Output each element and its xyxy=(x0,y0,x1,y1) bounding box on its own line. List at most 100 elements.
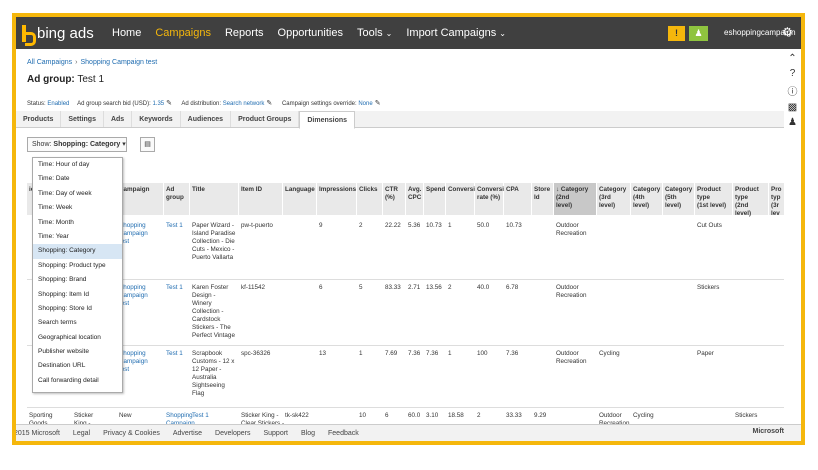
column-header[interactable]: Title xyxy=(190,183,239,215)
pencil-icon[interactable]: ✎ xyxy=(266,100,273,107)
table-cell: 18.58 xyxy=(448,412,464,419)
nav-opportunities[interactable]: Opportunities xyxy=(277,27,343,39)
tab-products[interactable]: Products xyxy=(16,111,62,127)
info-icon[interactable]: ⓘ xyxy=(787,87,798,98)
footer-link[interactable]: Advertise xyxy=(172,429,203,437)
dropdown-option[interactable]: Time: Hour of day xyxy=(38,161,90,168)
override-value[interactable]: None xyxy=(358,101,373,107)
table-cell: Paper Wizard - Island Paradise Collectio… xyxy=(192,222,236,261)
column-header[interactable]: Product type (2nd level) xyxy=(733,183,769,217)
column-header[interactable]: Store Id xyxy=(532,183,554,215)
column-header[interactable]: Item ID xyxy=(239,183,283,215)
help-icon[interactable]: ? xyxy=(789,68,796,79)
dropdown-option[interactable]: Shopping: Product type xyxy=(38,261,106,269)
table-cell-link[interactable]: Test 1 xyxy=(192,412,209,419)
person-icon[interactable]: ♟ xyxy=(689,26,708,41)
dropdown-option[interactable]: Shopping: Store Id xyxy=(38,304,92,312)
dropdown-option[interactable]: Time: Year xyxy=(38,232,69,240)
alert-icon[interactable]: ! xyxy=(668,26,685,41)
column-header[interactable]: CTR (%) xyxy=(383,183,406,215)
footer-link[interactable]: Privacy & Cookies xyxy=(103,429,160,437)
pencil-icon[interactable]: ✎ xyxy=(374,100,381,107)
scroll-up-icon[interactable]: ⌃ xyxy=(788,53,797,64)
table-cell: 10 xyxy=(359,412,367,419)
tab-audiences[interactable]: Audiences xyxy=(181,111,232,127)
tab-settings[interactable]: Settings xyxy=(61,111,104,127)
nav-tools[interactable]: Tools ⌄ xyxy=(356,27,393,39)
table-cell-link[interactable]: Test 1 xyxy=(166,284,183,291)
column-header[interactable]: Conversion rate (%) xyxy=(475,183,512,215)
pencil-icon[interactable]: ✎ xyxy=(166,100,172,107)
dropdown-option[interactable]: Shopping: Brand xyxy=(38,276,87,284)
status-value[interactable]: Enabled xyxy=(47,101,70,107)
chart-toggle-button[interactable]: ▤ xyxy=(140,137,155,152)
column-header[interactable]: ↓ Category (2nd level) xyxy=(554,183,597,215)
people-icon[interactable]: ♟ xyxy=(788,117,797,128)
footer-link[interactable]: Feedback xyxy=(328,429,359,437)
footer-link[interactable]: Support xyxy=(263,429,288,437)
breadcrumb-all-campaigns[interactable]: All Campaigns xyxy=(27,59,73,66)
table-cell: Outdoor Recreation xyxy=(556,222,587,237)
table-cell: Cycling xyxy=(633,412,654,419)
gear-icon[interactable]: ⚙ xyxy=(782,25,793,39)
breadcrumb-campaign[interactable]: Shopping Campaign test xyxy=(80,59,158,66)
column-header[interactable]: Impressions xyxy=(317,183,357,215)
table-row[interactable] xyxy=(27,280,784,346)
chart-icon: ▤ xyxy=(144,141,151,148)
table-cell: kf-11542 xyxy=(241,284,266,291)
nav-reports[interactable]: Reports xyxy=(224,27,264,39)
dropdown-option[interactable]: Publisher website xyxy=(38,348,89,356)
distribution-value[interactable]: Search network xyxy=(222,101,265,107)
dropdown-option[interactable]: Time: Month xyxy=(38,218,74,226)
dropdown-option[interactable]: Destination URL xyxy=(38,362,86,370)
tab-dimensions[interactable]: Dimensions xyxy=(299,111,356,129)
tab-ads[interactable]: Ads xyxy=(104,111,133,127)
table-cell-link[interactable]: Shopping Campaign test xyxy=(119,284,148,307)
dropdown-option[interactable]: Time: Date xyxy=(38,175,70,183)
table-row[interactable] xyxy=(27,218,784,280)
dropdown-option[interactable]: Time: Day of week xyxy=(38,189,92,197)
column-header[interactable]: Category (3rd level) xyxy=(597,183,631,215)
column-header[interactable]: Product type (1st level) xyxy=(695,183,733,215)
dropdown-option[interactable]: Time: Week xyxy=(38,204,73,212)
dropdown-option[interactable]: Call forwarding detail xyxy=(38,376,99,384)
bid-value[interactable]: 1.35 xyxy=(152,101,165,107)
show-dimension-dropdown[interactable]: Show: Shopping: Category ▾ xyxy=(27,137,127,152)
column-header[interactable]: Clicks xyxy=(357,183,383,215)
tab-product-groups[interactable]: Product Groups xyxy=(231,111,300,127)
column-header[interactable]: Conversions xyxy=(446,183,486,215)
column-header[interactable]: Language xyxy=(283,183,317,215)
account-name[interactable]: eshoppingcampaign xyxy=(724,28,796,37)
column-header[interactable]: Ad group xyxy=(164,183,190,215)
table-cell-link[interactable]: Shopping Campaign test xyxy=(119,350,148,373)
nav-campaigns[interactable]: Campaigns xyxy=(155,27,211,39)
page-title-name: Test 1 xyxy=(77,74,105,85)
table-cell: tk-sk422 xyxy=(285,412,309,419)
table-cell-link[interactable]: Test 1 xyxy=(166,222,183,229)
column-header[interactable]: CPA xyxy=(504,183,532,215)
column-header[interactable]: Campaign xyxy=(117,183,164,215)
column-header[interactable]: Spend xyxy=(424,183,446,215)
table-cell-link[interactable]: Shopping Campaign test xyxy=(119,222,148,245)
dropdown-option[interactable]: Shopping: Category xyxy=(33,244,122,259)
table-row[interactable] xyxy=(27,346,784,408)
dropdown-option[interactable]: Geographical location xyxy=(38,333,101,341)
column-header[interactable]: Category (5th level) xyxy=(663,183,695,215)
dropdown-option[interactable]: Shopping: Item Id xyxy=(38,290,89,298)
footer-link[interactable]: Developers xyxy=(215,429,251,437)
dropdown-option[interactable]: Search terms xyxy=(38,319,77,327)
bing-ads-logo[interactable]: bing ads xyxy=(22,24,102,46)
column-header[interactable]: Avg. CPC xyxy=(406,183,424,215)
nav-home[interactable]: Home xyxy=(112,27,142,39)
nav-import-campaigns[interactable]: Import Campaigns ⌄ xyxy=(406,27,506,39)
table-cell: New xyxy=(119,412,132,419)
table-cell-link[interactable]: Test 1 xyxy=(166,350,183,357)
table-cell: 7.36 xyxy=(408,350,421,357)
tab-keywords[interactable]: Keywords xyxy=(132,111,181,127)
column-header[interactable]: Pro typ (3r lev xyxy=(769,183,784,217)
chat-icon[interactable]: ▩ xyxy=(787,102,798,113)
footer-link[interactable]: Legal xyxy=(72,429,91,437)
column-header[interactable]: Category (4th level) xyxy=(631,183,663,215)
footer-link[interactable]: Blog xyxy=(301,429,316,437)
tab-bar: Products Settings Ads Keywords Audiences… xyxy=(16,111,784,129)
